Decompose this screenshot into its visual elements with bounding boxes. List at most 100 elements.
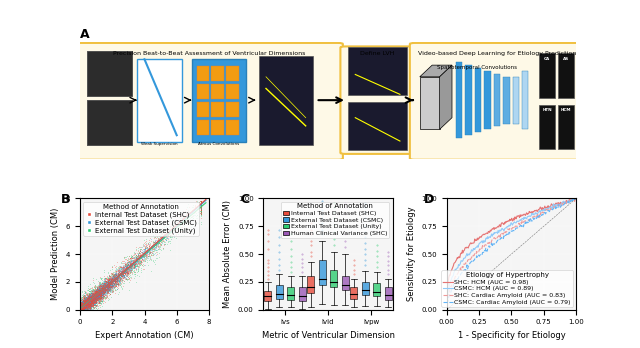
Point xyxy=(88,288,98,294)
Point xyxy=(106,271,116,277)
Point xyxy=(87,296,97,302)
Point xyxy=(100,287,110,292)
Point xyxy=(102,291,112,297)
Point xyxy=(142,255,152,261)
Point xyxy=(82,295,92,300)
Point xyxy=(79,307,90,313)
Point xyxy=(83,295,93,300)
Point xyxy=(113,280,124,286)
Point xyxy=(79,307,89,312)
Point xyxy=(93,292,104,298)
Point xyxy=(196,201,206,207)
Point xyxy=(101,284,111,289)
Point xyxy=(96,276,106,281)
Point xyxy=(124,268,134,273)
Point xyxy=(115,279,125,285)
Point xyxy=(75,307,85,313)
Point xyxy=(93,291,104,297)
Point xyxy=(81,300,91,306)
Point xyxy=(196,204,206,209)
Point xyxy=(77,304,87,309)
Point xyxy=(91,295,101,301)
Point xyxy=(104,278,115,284)
Point xyxy=(131,257,141,262)
Point xyxy=(97,300,107,306)
Point xyxy=(76,307,86,313)
Point xyxy=(84,299,95,304)
Point xyxy=(77,305,87,311)
Point xyxy=(104,287,114,293)
Point xyxy=(109,277,120,282)
Point xyxy=(83,297,93,302)
Point xyxy=(100,284,110,290)
Point xyxy=(104,284,114,290)
Point xyxy=(150,247,160,252)
Point xyxy=(189,207,199,212)
Point xyxy=(93,287,103,293)
Point xyxy=(95,284,106,290)
Point xyxy=(106,278,116,283)
Point xyxy=(124,265,134,270)
Point xyxy=(81,295,92,300)
Point xyxy=(88,296,98,301)
Point xyxy=(90,298,100,304)
Point xyxy=(102,281,113,287)
Point xyxy=(113,279,123,285)
Point xyxy=(108,277,118,283)
Point xyxy=(85,298,95,303)
Point xyxy=(111,279,121,285)
Point xyxy=(81,307,91,313)
Point xyxy=(131,260,141,266)
Point xyxy=(110,277,120,282)
Point xyxy=(76,304,86,309)
Point xyxy=(86,300,96,305)
Point xyxy=(79,304,90,310)
Point xyxy=(78,306,88,311)
Point xyxy=(120,266,131,271)
Point xyxy=(106,286,116,292)
Point xyxy=(119,272,129,277)
Point xyxy=(91,293,101,299)
Point xyxy=(117,274,127,280)
Point xyxy=(76,300,86,305)
Point xyxy=(88,299,98,304)
Point xyxy=(92,293,102,299)
Point xyxy=(80,303,90,309)
Point xyxy=(106,284,116,290)
Point xyxy=(81,300,92,305)
Point xyxy=(103,283,113,288)
Point xyxy=(92,284,102,289)
Point xyxy=(95,288,105,293)
Point xyxy=(108,275,118,280)
Point xyxy=(89,295,99,301)
Point xyxy=(76,307,86,313)
Point xyxy=(77,304,87,310)
Point xyxy=(140,245,150,250)
Point xyxy=(93,286,103,292)
Point xyxy=(130,263,140,269)
Point xyxy=(99,287,109,293)
Point xyxy=(90,294,100,299)
Point xyxy=(92,299,102,304)
Point xyxy=(88,295,98,301)
Point xyxy=(99,287,109,293)
Point xyxy=(77,302,87,308)
Point xyxy=(160,228,170,233)
Point xyxy=(77,307,87,313)
Point xyxy=(76,306,86,311)
Point xyxy=(109,283,120,288)
Point xyxy=(96,284,106,289)
Point xyxy=(90,282,100,288)
Point xyxy=(106,276,116,282)
Point xyxy=(76,307,86,313)
Point xyxy=(188,213,198,219)
Point xyxy=(90,296,100,302)
Point xyxy=(128,260,138,265)
Point xyxy=(84,302,95,308)
Point xyxy=(96,292,106,297)
Point xyxy=(145,250,156,256)
Point xyxy=(79,301,89,306)
Point xyxy=(85,294,95,300)
Point xyxy=(76,307,86,313)
Point xyxy=(77,304,88,309)
